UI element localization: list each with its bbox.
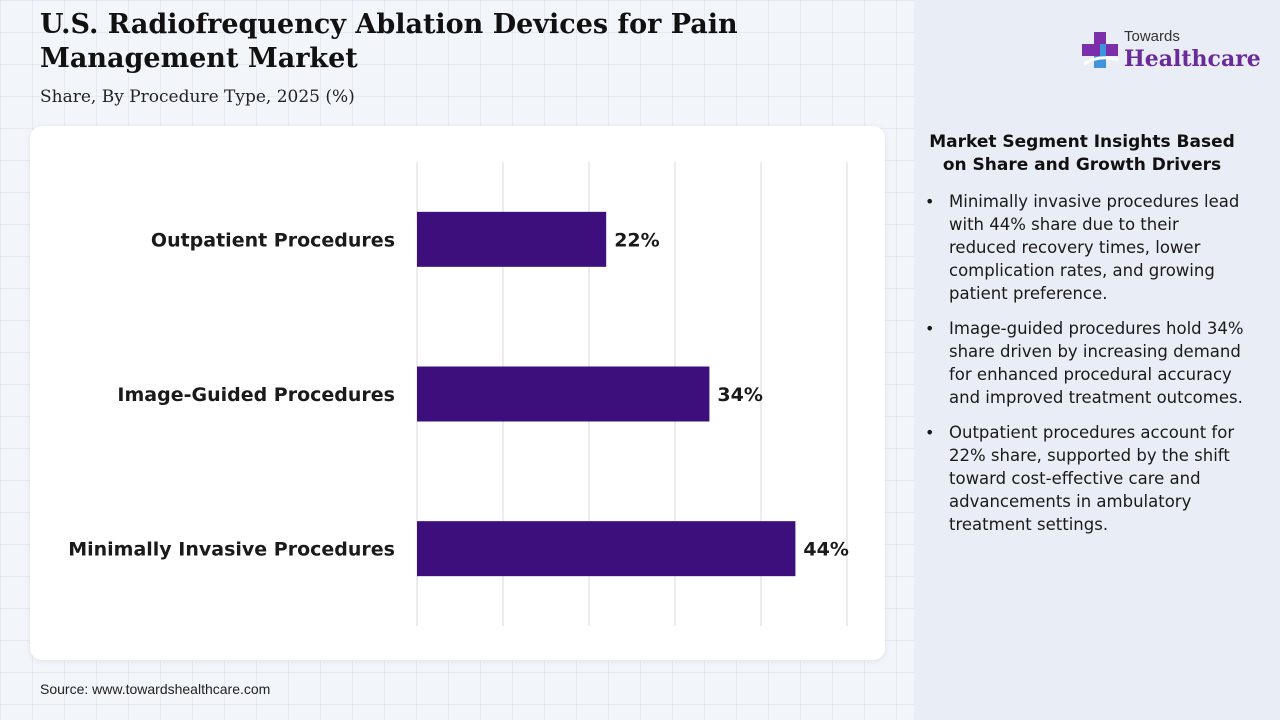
insight-text: Outpatient procedures account for 22% sh… <box>949 423 1235 534</box>
medical-cross-icon <box>1082 32 1119 68</box>
source-note: Source: www.towardshealthcare.com <box>40 681 271 697</box>
insights-list: • Minimally invasive procedures lead with… <box>922 190 1248 548</box>
category-label: Image-Guided Procedures <box>117 384 395 406</box>
chart-card: Outpatient Procedures 22% Image-Guided Pro… <box>30 126 885 660</box>
cross-swoosh <box>1083 56 1119 66</box>
insights-title: Market Segment Insights Based on Share a… <box>929 132 1235 175</box>
bar <box>417 211 607 267</box>
logo-top-text: Towards <box>1124 28 1180 45</box>
insight-text: Minimally invasive procedures lead with … <box>949 192 1240 303</box>
data-label: 34% <box>717 384 762 406</box>
bullet-icon: • <box>925 192 935 211</box>
insight-item: • Image-guided procedures hold 34% share … <box>922 317 1248 409</box>
bar-chart: Outpatient Procedures 22% Image-Guided Pro… <box>68 162 849 626</box>
insights-panel <box>914 0 1280 720</box>
category-label: Minimally Invasive Procedures <box>68 539 395 561</box>
insight-item: • Minimally invasive procedures lead with… <box>922 190 1248 305</box>
insight-text: Image-guided procedures hold 34% share d… <box>949 319 1244 407</box>
cross-blue-part <box>1094 44 1106 68</box>
bar <box>417 366 710 422</box>
page-subtitle: Share, By Procedure Type, 2025 (%) <box>40 87 355 107</box>
data-label: 22% <box>614 229 659 251</box>
page-title: U.S. Radiofrequency Ablation Devices for… <box>40 9 738 74</box>
bullet-icon: • <box>925 423 935 442</box>
category-label: Outpatient Procedures <box>151 229 395 251</box>
logo-main-text: Healthcare <box>1124 46 1261 72</box>
brand-logo: Towards Healthcare <box>1080 28 1261 78</box>
bullet-icon: • <box>925 319 935 338</box>
bar <box>417 521 796 577</box>
insight-item: • Outpatient procedures account for 22% s… <box>922 421 1248 536</box>
data-label: 44% <box>803 539 848 561</box>
